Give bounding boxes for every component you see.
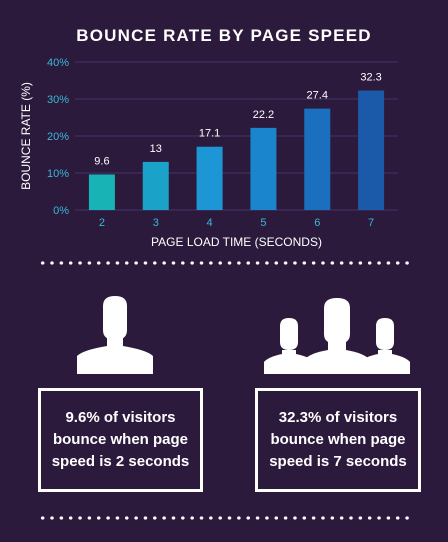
y-tick-label: 10% — [47, 168, 69, 180]
y-tick-label: 20% — [47, 131, 69, 143]
bar — [142, 161, 169, 210]
y-axis-title: BOUNCE RATE (%) — [19, 82, 33, 190]
bar-value-label: 32.3 — [360, 71, 381, 83]
x-axis-title: PAGE LOAD TIME (SECONDS) — [151, 235, 322, 249]
bar-value-label: 27.4 — [307, 90, 328, 102]
single-user-icon — [77, 296, 153, 374]
bar — [358, 90, 385, 210]
bar — [250, 127, 277, 210]
x-tick-label: 6 — [314, 217, 320, 229]
dotted-divider-bottom — [38, 516, 412, 520]
dotted-divider-top — [38, 261, 412, 265]
bar — [196, 146, 223, 210]
stat-text-7-seconds: 32.3% of visitors bounce when page speed… — [269, 409, 407, 470]
y-tick-label: 40% — [47, 57, 69, 69]
bar — [304, 108, 331, 210]
x-tick-label: 7 — [368, 217, 374, 229]
bar — [88, 174, 115, 210]
bar-value-label: 17.1 — [199, 128, 220, 140]
bar-value-label: 22.2 — [253, 109, 274, 121]
stat-box-2-seconds: 9.6% of visitors bounce when page speed … — [38, 388, 203, 492]
stat-text-2-seconds: 9.6% of visitors bounce when page speed … — [51, 409, 190, 470]
x-tick-label: 4 — [207, 217, 213, 229]
chart-title: BOUNCE RATE BY PAGE SPEED — [76, 26, 372, 45]
stat-box-7-seconds: 32.3% of visitors bounce when page speed… — [255, 388, 421, 492]
y-tick-label: 30% — [47, 94, 69, 106]
bar-value-label: 9.6 — [94, 155, 109, 167]
bar-chart: 0% 10% 20% 30% 40% 9.6 2 13 3 17.1 4 22.2 5 27.4 6 32.3… — [19, 57, 398, 249]
bar-value-label: 13 — [150, 143, 162, 155]
user-group-icon — [264, 298, 410, 374]
x-tick-label: 2 — [99, 217, 105, 229]
y-tick-label: 0% — [53, 205, 69, 217]
x-tick-label: 5 — [260, 217, 266, 229]
x-tick-label: 3 — [153, 217, 159, 229]
